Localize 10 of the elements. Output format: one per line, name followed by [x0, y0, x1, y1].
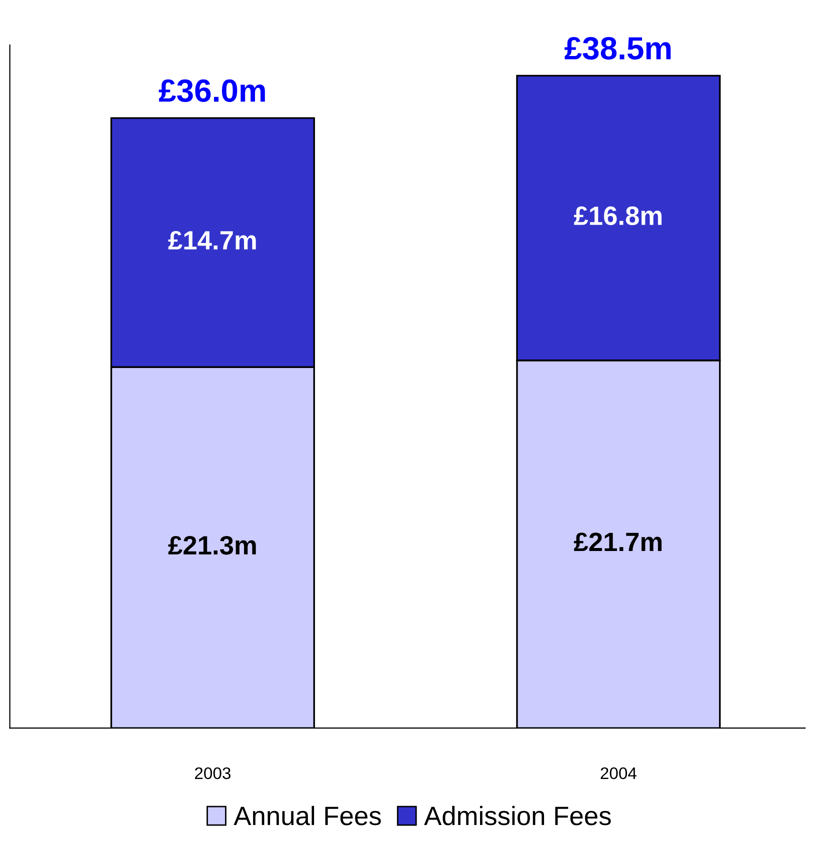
- total-label: £38.5m: [564, 36, 671, 60]
- legend-label: Annual Fees: [234, 806, 381, 826]
- x-tick-label: 2004: [600, 767, 636, 780]
- data-label: £14.7m: [168, 230, 256, 250]
- total-label: £36.0m: [158, 79, 265, 102]
- legend-label: Admission Fees: [424, 806, 611, 826]
- data-label: £21.3m: [168, 536, 256, 555]
- data-label: £21.7m: [574, 532, 662, 552]
- data-label: £16.8m: [574, 206, 662, 226]
- x-tick-label: 2003: [195, 767, 231, 780]
